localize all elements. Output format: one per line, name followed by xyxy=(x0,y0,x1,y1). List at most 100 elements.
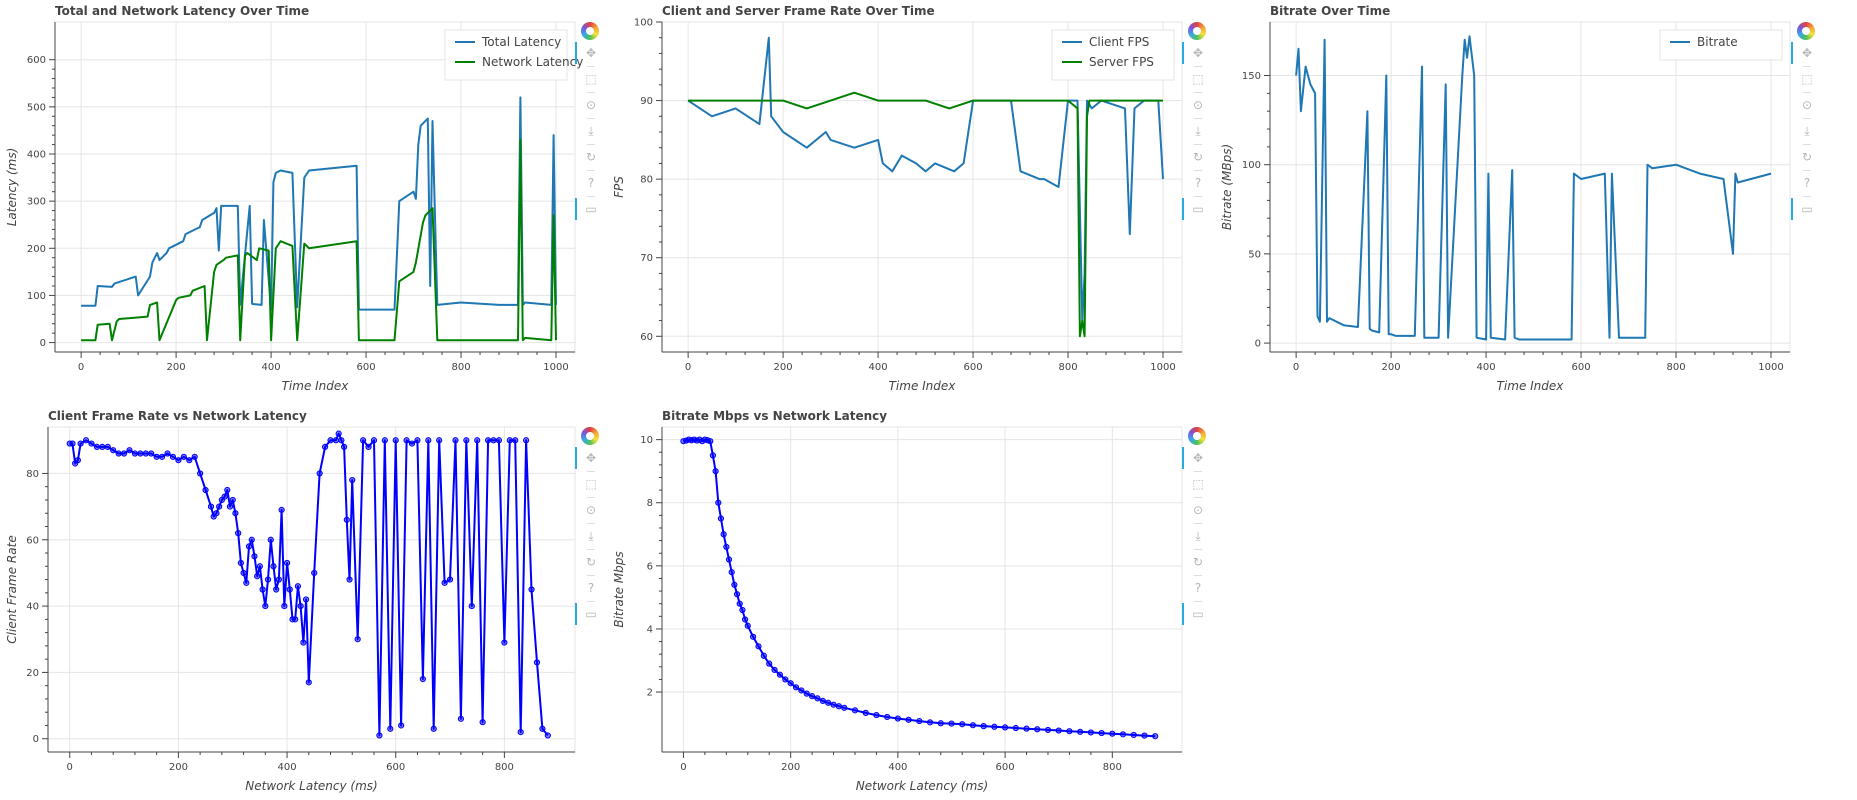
data-point xyxy=(725,556,733,563)
data-point xyxy=(495,437,503,444)
data-point xyxy=(926,719,934,726)
help-tool-icon[interactable]: ? xyxy=(1194,581,1202,595)
hover-tool-icon[interactable]: ▭ xyxy=(1791,198,1819,220)
save-tool-icon[interactable]: ⤓ xyxy=(1195,528,1201,543)
data-point xyxy=(273,586,280,593)
data-point xyxy=(436,437,443,444)
legend-label: Network Latency xyxy=(482,55,583,69)
help-tool-icon[interactable]: ? xyxy=(1803,176,1811,190)
data-point xyxy=(736,600,743,607)
box-zoom-tool-icon[interactable]: ⬚ xyxy=(1192,72,1204,86)
pan-tool-icon[interactable]: ✥ xyxy=(575,42,603,64)
data-point xyxy=(744,622,751,629)
data-point xyxy=(1001,724,1009,731)
data-point xyxy=(916,717,923,725)
toolbar-separator xyxy=(1194,170,1202,171)
data-point xyxy=(1055,727,1062,734)
data-point xyxy=(512,437,519,444)
data-point xyxy=(88,440,95,447)
data-point xyxy=(99,443,106,450)
data-point xyxy=(1023,725,1030,732)
data-point xyxy=(766,660,773,667)
pan-tool-icon[interactable]: ✥ xyxy=(1791,42,1819,64)
data-point xyxy=(232,510,239,517)
x-tick-label: 0 xyxy=(1293,362,1299,373)
y-tick-label: 20 xyxy=(26,668,39,679)
data-point xyxy=(776,671,784,678)
reset-tool-icon[interactable]: ↻ xyxy=(585,150,597,164)
x-tick-label: 600 xyxy=(1572,362,1591,373)
toolbar-separator xyxy=(1194,601,1202,602)
wheel-zoom-tool-icon[interactable]: ⊙ xyxy=(585,98,597,112)
wheel-zoom-tool-icon[interactable]: ⊙ xyxy=(1801,98,1813,112)
data-point xyxy=(408,440,416,447)
data-point xyxy=(484,437,492,444)
pan-tool-icon[interactable]: ✥ xyxy=(575,447,603,469)
data-point xyxy=(419,675,426,683)
help-tool-icon[interactable]: ? xyxy=(587,176,595,190)
x-tick-label: 0 xyxy=(78,362,84,373)
data-point xyxy=(164,450,171,457)
data-point xyxy=(539,725,546,732)
toolbar-separator xyxy=(1803,92,1811,93)
data-point xyxy=(1066,728,1073,735)
reset-tool-icon[interactable]: ↻ xyxy=(1801,150,1813,164)
reset-tool-icon[interactable]: ↻ xyxy=(1192,555,1204,569)
data-point xyxy=(463,437,470,444)
data-point xyxy=(873,711,880,719)
wheel-zoom-tool-icon[interactable]: ⊙ xyxy=(1192,98,1204,112)
help-tool-icon[interactable]: ? xyxy=(1194,176,1202,190)
data-point xyxy=(712,468,719,475)
box-zoom-tool-icon[interactable]: ⬚ xyxy=(585,72,597,86)
reset-tool-icon[interactable]: ↻ xyxy=(585,555,597,569)
y-tick-label: 400 xyxy=(27,150,46,161)
data-point xyxy=(441,579,448,586)
series-line xyxy=(1295,35,1772,341)
box-zoom-tool-icon[interactable]: ⬚ xyxy=(585,477,597,491)
reset-tool-icon[interactable]: ↻ xyxy=(1192,150,1204,164)
data-point xyxy=(884,713,891,721)
pan-tool-icon[interactable]: ✥ xyxy=(1182,447,1210,469)
data-point xyxy=(370,437,378,444)
hover-tool-icon[interactable]: ▭ xyxy=(575,603,603,625)
hover-tool-icon[interactable]: ▭ xyxy=(1182,603,1210,625)
data-point xyxy=(235,530,242,537)
data-point xyxy=(216,503,223,510)
save-tool-icon[interactable]: ⤓ xyxy=(588,123,594,138)
plot-bitrate-over-time: Bitrate Over Time 0 200 400 600 800 1000 0 50 100… xyxy=(1215,0,1791,400)
data-point xyxy=(760,652,767,659)
toolbar-separator xyxy=(1803,196,1811,197)
box-zoom-tool-icon[interactable]: ⬚ xyxy=(1192,477,1204,491)
x-tick-label: 800 xyxy=(1103,762,1122,773)
save-tool-icon[interactable]: ⤓ xyxy=(1195,123,1201,138)
save-tool-icon[interactable]: ⤓ xyxy=(1804,123,1810,138)
pan-tool-icon[interactable]: ✥ xyxy=(1182,42,1210,64)
data-point xyxy=(446,576,454,583)
x-tick-label: 400 xyxy=(1477,362,1496,373)
wheel-zoom-tool-icon[interactable]: ⊙ xyxy=(1192,503,1204,517)
save-tool-icon[interactable]: ⤓ xyxy=(588,528,594,543)
data-point xyxy=(381,437,388,444)
data-point xyxy=(991,723,998,730)
plot-bitrate-vs-latency: Bitrate Mbps vs Network Latency 0 200 400 60… xyxy=(607,405,1183,800)
help-tool-icon[interactable]: ? xyxy=(587,581,595,595)
legend-box xyxy=(1051,29,1175,81)
hover-tool-icon[interactable]: ▭ xyxy=(1182,198,1210,220)
data-point xyxy=(851,707,859,714)
bokeh-logo-icon xyxy=(1188,22,1206,40)
box-zoom-tool-icon[interactable]: ⬚ xyxy=(1801,72,1813,86)
hover-tool-icon[interactable]: ▭ xyxy=(575,198,603,220)
x-tick-label: 0 xyxy=(685,362,691,373)
data-point xyxy=(739,606,746,614)
x-tick-label: 400 xyxy=(262,362,281,373)
toolbar-separator xyxy=(1194,144,1202,145)
data-point xyxy=(142,450,149,457)
data-point xyxy=(517,729,524,736)
toolbar-separator xyxy=(587,601,595,602)
x-tick-label: 600 xyxy=(357,362,376,373)
toolbar-plot-1: ✥ ⬚ ⊙ ⤓ ↻? ▭ xyxy=(575,22,603,262)
wheel-zoom-tool-icon[interactable]: ⊙ xyxy=(585,503,597,517)
y-tick-label: 150 xyxy=(1242,71,1261,82)
y-tick-label: 100 xyxy=(27,291,46,302)
data-point xyxy=(392,437,399,444)
